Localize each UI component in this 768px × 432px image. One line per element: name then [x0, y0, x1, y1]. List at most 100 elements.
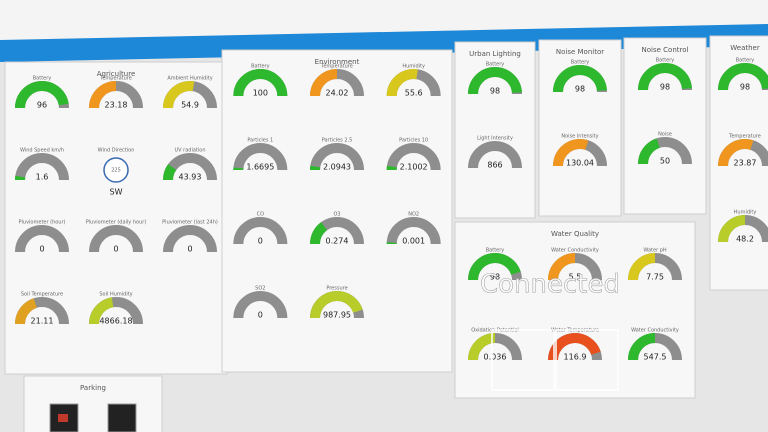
gauge-label: Temperature: [99, 76, 132, 82]
gauge-label: Wind Speed km/h: [20, 148, 64, 154]
gauge-track: [233, 291, 288, 319]
panel: Parking: [23, 375, 163, 432]
gauge-fill: [718, 63, 768, 91]
gauge-label: Ambient Humidity: [167, 76, 212, 82]
gauge-fill: [468, 67, 522, 95]
gauge-label: Pluviometer (daily hour): [86, 220, 147, 226]
panel: Water Quality Battery 98 Water Conductivity…: [454, 221, 696, 399]
gauge-value: 98: [490, 273, 500, 282]
gauge-fill: [718, 215, 746, 243]
gauge-label: Light Intensity: [477, 136, 513, 142]
gauge-label: NO2: [408, 212, 419, 218]
gauge-value: 866: [487, 161, 502, 170]
gauge-fill: [553, 65, 607, 93]
gauge-value: 23.87: [734, 159, 757, 168]
gauge-value: 225: [111, 168, 121, 174]
panel-title: Noise Monitor: [556, 48, 604, 56]
panel-title: Agriculture: [97, 70, 136, 78]
gauge-label: Battery: [486, 248, 505, 254]
gauge-value: 4866.18: [99, 317, 132, 326]
panel-title: Urban Lighting: [469, 50, 521, 58]
gauge-value: 98: [490, 87, 500, 96]
gauge-fill: [89, 297, 114, 325]
highlight-box: [555, 329, 619, 391]
gauge-fill: [553, 139, 589, 167]
gauge-label: Water Conductivity: [551, 248, 599, 254]
gauge-label: Water Conductivity: [631, 328, 679, 334]
gauge-value: 43.93: [179, 173, 202, 182]
gauge-fill: [638, 63, 692, 91]
gauge-label: Battery: [486, 62, 505, 68]
gauge-fill: [89, 81, 117, 109]
gauge-value: 547.5: [644, 353, 667, 362]
gauge-value: 24.02: [326, 89, 349, 98]
gauge-label: SO2: [255, 286, 265, 292]
gauge-track: [15, 153, 69, 181]
gauge-fill: [628, 253, 656, 281]
gauge-label: Noise: [658, 132, 672, 138]
panel: Weather Battery 98 Temperature 23.87 Humidity…: [709, 35, 768, 291]
top-banner: [0, 24, 768, 62]
gauge-value: 0: [113, 245, 118, 254]
highlight-box: [491, 329, 555, 391]
gauge-value: 0.001: [402, 237, 425, 246]
gauge-label: Battery: [656, 58, 675, 64]
gauge-fill: [233, 69, 288, 97]
panel-title: Water Quality: [551, 230, 599, 238]
gauge-fill: [628, 333, 656, 361]
panel-title: Environment: [315, 58, 360, 66]
gauge-value: 55.6: [405, 89, 423, 98]
compass-heading: SW: [110, 188, 123, 197]
gauge-fill: [15, 81, 69, 109]
gauge-label: Temperature: [728, 134, 761, 140]
panel: Noise Monitor Battery 98 Noise Intensity 130…: [538, 39, 622, 217]
gauge-label: Battery: [33, 76, 52, 82]
gauge-value: 98: [740, 83, 750, 92]
gauge-label: Humidity: [734, 210, 757, 216]
gauge-value: 98: [575, 85, 585, 94]
gauge-track: [233, 143, 288, 171]
gauge-value: 0: [187, 245, 192, 254]
gauge-label: Noise Intensity: [561, 134, 598, 140]
gauge-value: 5.5: [569, 273, 582, 282]
gauge-label: UV radiation: [175, 148, 206, 154]
gauge-value: 7.75: [646, 273, 664, 282]
gauge-value: 130.04: [566, 159, 594, 168]
gauge-track: [468, 141, 522, 169]
gauge-value: 0.036: [484, 353, 507, 362]
gauge-value: 0: [39, 245, 44, 254]
gauge-label: Wind Direction: [98, 148, 135, 154]
gauge-fill: [718, 139, 754, 167]
gauge-fill: [15, 298, 38, 325]
gauge-value: 2.0943: [323, 163, 351, 172]
panel: Urban Lighting Battery 98 Light Intensity 86…: [454, 41, 536, 219]
panel: Agriculture Battery 96 Temperature 23.18 Ambi…: [4, 61, 228, 375]
panel: Environment Battery 100 Temperature 24.02 Hum…: [221, 49, 453, 373]
gauge-fill: [638, 138, 661, 165]
gauge-label: Humidity: [402, 64, 425, 70]
panel-box: [4, 61, 228, 375]
gauge-label: Battery: [736, 58, 755, 64]
gauge-value: 23.18: [105, 101, 128, 110]
gauge-value: 2.1002: [400, 163, 428, 172]
gauge-label: Pluviometer (last 24h): [162, 220, 218, 226]
gauge-label: Temperature: [320, 64, 353, 70]
gauge-track: [386, 143, 441, 171]
gauge-value: 0: [258, 237, 263, 246]
gauge-label: Pluviometer (hour): [19, 220, 66, 226]
gauge-value: 0: [258, 311, 263, 320]
panel-box: [454, 221, 696, 399]
gauge-value: 96: [37, 101, 47, 110]
gauge-label: Soil Humidity: [99, 292, 132, 298]
panel-box: [23, 375, 163, 432]
panel: Noise Control Battery 98 Noise 50: [623, 37, 707, 215]
gauge-label: Pressure: [326, 286, 347, 292]
gauge-value: 987.95: [323, 311, 351, 320]
gauge-label: Battery: [571, 60, 590, 66]
gauge-fill: [310, 222, 328, 245]
gauge-track: [15, 225, 69, 253]
gauge-label: Water pH: [643, 248, 667, 254]
gauge-value: 116.9: [564, 353, 587, 362]
gauge-label: Particles 10: [399, 138, 428, 144]
